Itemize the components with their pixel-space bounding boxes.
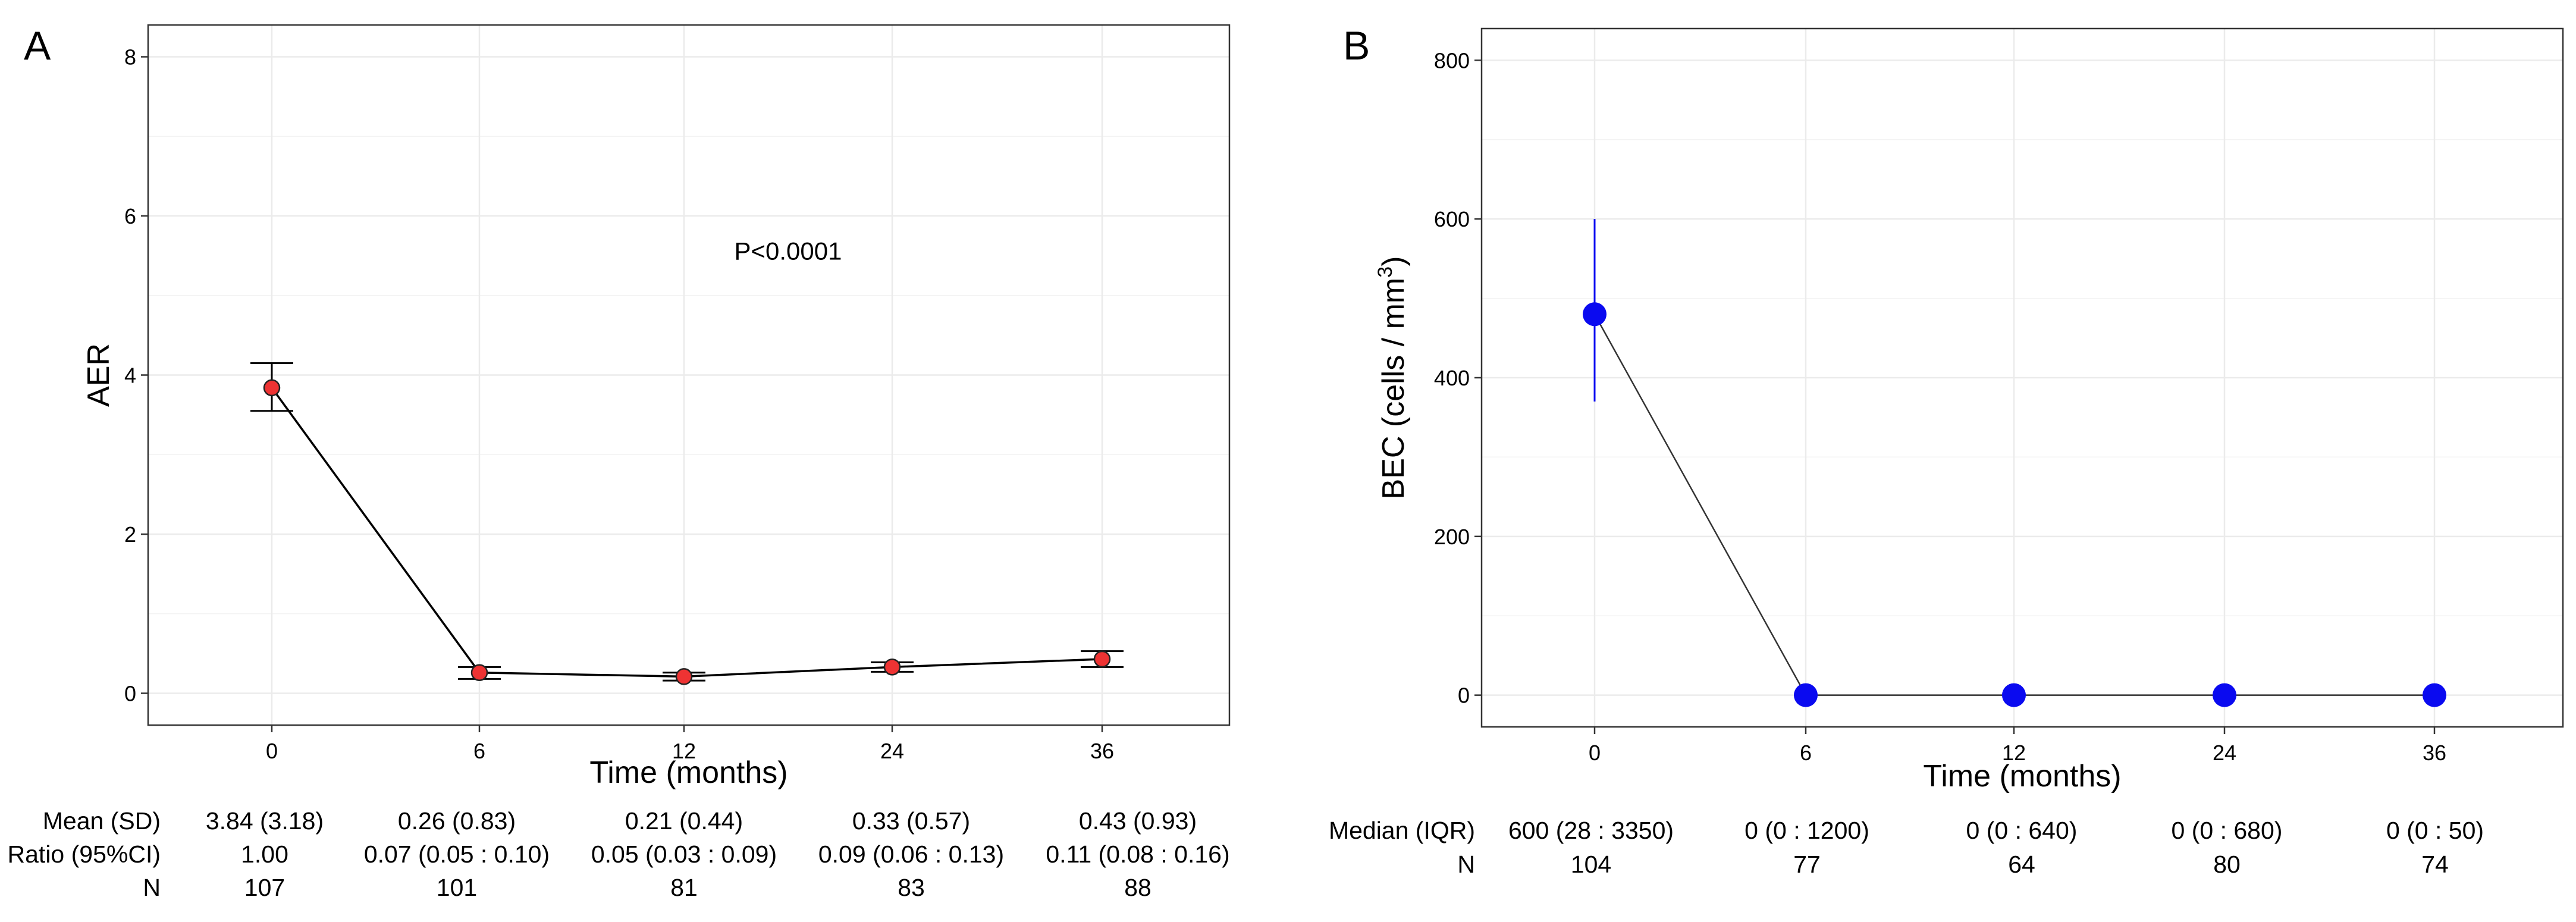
panel-a-table-cell: 0.05 (0.03 : 0.09) [591,841,777,868]
panel-a-p-value: P<0.0001 [734,237,842,265]
panel-b-y-tick-label: 600 [1434,207,1470,231]
panel-a-table-cell: 0.07 (0.05 : 0.10) [364,841,550,868]
panel-a-x-tick-label: 36 [1090,739,1114,763]
panel-a-table-cell: 0.26 (0.83) [398,807,516,835]
panel-a-data-point [263,379,281,397]
panel-a-table-cell: 0.43 (0.93) [1079,807,1197,835]
panel-a-x-axis-title: Time (months) [589,755,787,790]
panel-b-data-point [1794,683,1818,707]
panel-b-points [1583,302,2446,707]
panel-b-label: B [1343,23,1370,68]
panel-a-y-tick-label: 6 [124,204,136,228]
panel-a-x-tick-label: 24 [880,739,904,763]
panel-b-x-tick-label: 12 [2002,741,2026,765]
panel-b-y-tick-label: 800 [1434,48,1470,73]
panel-b-table-cell: 64 [2008,851,2035,878]
panel-a-y-tick-label: 4 [124,363,136,388]
panel-a-error-bars [250,362,1124,682]
panel-a-series-line [271,387,1103,678]
panel-b-y-tick-label: 400 [1434,366,1470,390]
panel-a-x-tick-label: 12 [672,739,696,763]
panel-a-table-cell: 0.33 (0.57) [852,807,970,835]
panel-a-gridlines [148,25,1229,725]
panel-a-data-point [675,668,693,685]
panel-b-x-tick-label: 36 [2423,741,2446,765]
panel-a-y-tick-label: 0 [124,682,136,706]
panel-a-y-tick-label: 8 [124,45,136,70]
panel-b-data-point [1583,302,1607,327]
panel-b-x-tick-label: 6 [1800,741,1812,765]
panel-a-y-ticks: 0 2 4 6 8 [124,45,148,706]
panel-a-data-point [883,658,901,676]
panel-b: B 0 200 400 600 800 0 6 12 24 36 Time (months) B… [1329,23,2564,878]
panel-b-table-cell: 600 (28 : 3350) [1508,817,1674,844]
panel-a-y-axis-title: AER [81,343,116,407]
panel-a-table-row-label: Ratio (95%CI) [8,841,161,868]
panel-a-table-cell: 0.21 (0.44) [625,807,743,835]
panel-a-table-cell: 0.11 (0.08 : 0.16) [1046,841,1229,868]
panel-b-x-tick-label: 0 [1589,741,1601,765]
panel-b-y-axis-title-end: ) [1376,256,1411,266]
panel-b-table-cell: 77 [1793,851,1821,878]
panel-b-table-cell: 0 (0 : 50) [2386,817,2484,844]
panel-b-y-ticks: 0 200 400 600 800 [1434,48,1482,708]
panel-b-x-ticks: 0 6 12 24 36 [1589,727,2446,765]
panel-b-y-tick-label: 0 [1458,683,1470,708]
panel-b-table-cell: 0 (0 : 640) [1966,817,2078,844]
panel-a-data-point [1093,650,1111,668]
panel-a-table-row-label: Mean (SD) [43,807,161,835]
panel-b-table-cell: 104 [1571,851,1611,878]
panel-a-x-tick-label: 0 [266,739,278,763]
panel-b-table-cell: 80 [2213,851,2241,878]
panel-a-table-cell: 101 [437,874,477,901]
panel-a-summary-table: Mean (SD) 3.84 (3.18) 0.26 (0.83) 0.21 (0.4… [8,807,1230,901]
panel-b-table-cell: 0 (0 : 680) [2172,817,2283,844]
panel-b-table-cell: 0 (0 : 1200) [1744,817,1869,844]
panel-b-table-row-label: Median (IQR) [1329,817,1475,844]
panel-a-table-cell: 3.84 (3.18) [206,807,324,835]
panel-a-label: A [24,23,51,68]
panel-a-x-ticks: 0 6 12 24 36 [266,725,1114,763]
panel-a-table-cell: 81 [670,874,698,901]
panel-b-table-cell: 74 [2421,851,2449,878]
panel-b-data-point [2423,683,2446,707]
panel-b-y-tick-label: 200 [1434,525,1470,549]
panel-b-data-point [2002,683,2026,707]
panel-a-table-cell: 83 [898,874,925,901]
panel-b-table-row-label: N [1457,851,1475,878]
panel-b-x-axis-title: Time (months) [1923,759,2121,794]
panel-a-points [263,379,1111,685]
panel-a-x-tick-label: 6 [473,739,485,763]
panel-b-x-tick-label: 24 [2213,741,2236,765]
panel-b-y-axis-title-main: BEC (cells / mm [1376,278,1411,500]
panel-a-table-cell: 1.00 [241,841,288,868]
panel-a-table-cell: 0.09 (0.06 : 0.13) [818,841,1004,868]
panel-a-y-tick-label: 2 [124,522,136,547]
panel-b-y-axis-title: BEC (cells / mm3) [1374,256,1411,500]
panel-b-y-axis-title-superscript: 3 [1374,266,1397,278]
panel-b-summary-table: Median (IQR) 600 (28 : 3350) 0 (0 : 1200) 0… [1329,817,2484,878]
panel-a-table-cell: 88 [1124,874,1151,901]
panel-a-table-row-label: N [143,874,161,901]
panel-a-table-cell: 107 [244,874,285,901]
panel-b-data-point [2213,683,2236,707]
panel-a-data-point [470,664,488,681]
panel-b-gridlines [1482,29,2563,727]
